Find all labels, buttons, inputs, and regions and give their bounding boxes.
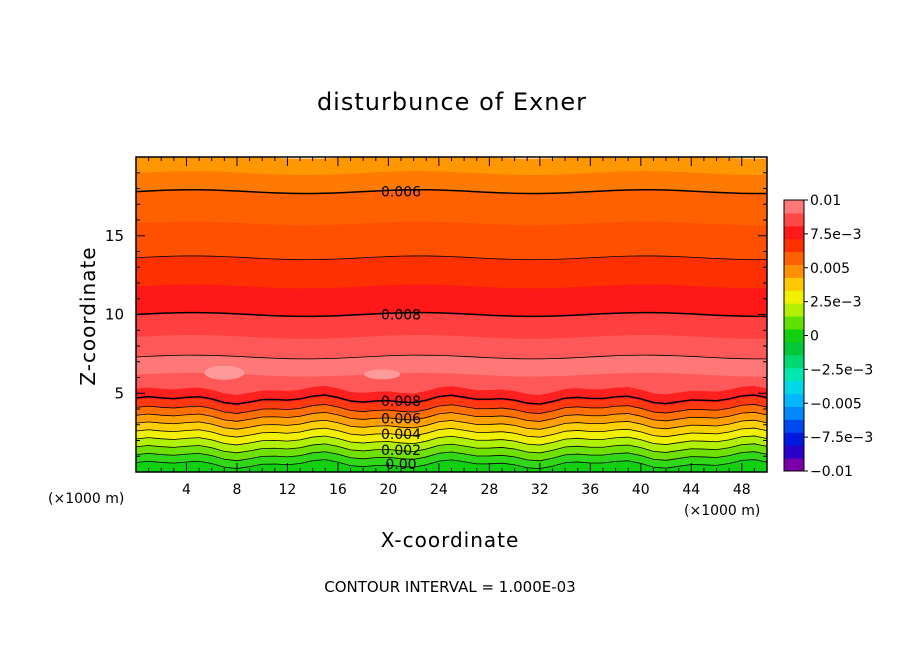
x-tick-label: 40 — [632, 482, 650, 498]
contour-band — [135, 312, 768, 339]
x-tick-label: 32 — [531, 482, 549, 498]
chart-title: disturbunce of Exner — [316, 88, 588, 116]
y-tick-label: 10 — [105, 306, 124, 324]
contour-line — [135, 255, 768, 261]
colorbar-swatch — [784, 380, 804, 395]
colorbar-swatch — [784, 212, 804, 227]
y-axis-label: Z-coordinate — [76, 246, 100, 386]
contour-band — [135, 189, 768, 226]
x-tick-label: 4 — [182, 482, 191, 498]
colorbar-tick-label: 2.5e−3 — [810, 295, 862, 311]
contour-line — [135, 435, 768, 446]
colorbar: 0.01 7.5e−3 0.005 2.5e−3 0 −2.5e−3 −0.005 −7.5e… — [783, 193, 873, 480]
x-tick-label: 8 — [232, 482, 241, 498]
y-tick-label: 15 — [105, 227, 124, 245]
contour-line — [135, 443, 768, 454]
colorbar-tick-label: −2.5e−3 — [810, 362, 873, 378]
contour-interval-note: CONTOUR INTERVAL = 1.000E-03 — [324, 578, 576, 596]
colorbar-swatch — [784, 225, 804, 240]
contour-label: 0.006 — [381, 411, 421, 427]
colorbar-swatch — [784, 329, 804, 343]
x-tick-label: 44 — [682, 482, 700, 498]
contour-lines — [135, 189, 768, 470]
x-tick-label: 16 — [329, 482, 347, 498]
colorbar-swatch — [784, 341, 804, 356]
colorbar-swatch — [784, 200, 804, 214]
contour-band — [135, 220, 768, 260]
contour-line — [135, 354, 768, 360]
contour-line — [135, 189, 768, 195]
colorbar-swatch — [784, 367, 804, 382]
colorbar-swatch — [784, 251, 804, 266]
contour-bands — [135, 156, 768, 473]
x-tick-label: 12 — [279, 482, 297, 498]
contour-label: 0.006 — [381, 185, 421, 201]
colorbar-swatch — [784, 290, 804, 304]
x-tick-label: 36 — [581, 482, 599, 498]
colorbar-swatch — [784, 419, 804, 433]
contour-line — [135, 459, 768, 470]
contour-line — [135, 311, 768, 318]
colorbar-swatch — [784, 406, 804, 420]
colorbar-tick-label: −0.005 — [810, 396, 862, 412]
y-axis-ticks: 5 10 15 — [105, 156, 767, 473]
colorbar-swatch — [784, 264, 804, 278]
colorbar-swatch — [784, 238, 804, 253]
colorbar-tick-label: 7.5e−3 — [810, 227, 862, 243]
contour-line — [135, 427, 768, 438]
colorbar-swatch — [784, 354, 804, 369]
contour-line — [135, 411, 768, 422]
contour-label: 0.008 — [381, 394, 421, 410]
colorbar-swatch — [784, 458, 804, 472]
colorbar-swatch — [784, 316, 804, 330]
x-tick-label: 28 — [480, 482, 498, 498]
x-tick-label: 24 — [430, 482, 448, 498]
colorbar-tick-label: 0.005 — [810, 261, 850, 277]
x-axis-label: X-coordinate — [380, 528, 520, 552]
x-axis-ticks: 4 8 12 16 20 24 28 32 36 40 44 48 — [135, 157, 768, 498]
contour-label: 0.002 — [381, 443, 421, 459]
contour-line — [135, 419, 768, 430]
y-tick-label: 5 — [114, 384, 124, 402]
colorbar-swatch — [784, 445, 804, 459]
contour-band — [204, 365, 245, 380]
contour-label: 0.00 — [385, 457, 416, 473]
colorbar-swatch — [784, 277, 804, 291]
contour-band — [135, 255, 768, 289]
colorbar-swatch — [784, 303, 804, 317]
contour-line — [135, 451, 768, 462]
x-unit-label: (×1000 m) — [684, 503, 761, 519]
contour-band — [135, 283, 768, 317]
colorbar-tick-label: 0 — [810, 329, 819, 345]
colorbar-tick-label: −7.5e−3 — [810, 430, 873, 446]
y-unit-label: (×1000 m) — [48, 491, 125, 507]
x-tick-label: 20 — [379, 482, 397, 498]
contour-band — [364, 369, 401, 380]
x-tick-label: 48 — [733, 482, 751, 498]
colorbar-tick-label: −0.01 — [810, 464, 853, 480]
contour-line — [135, 404, 768, 414]
contour-line — [135, 394, 768, 405]
contour-label: 0.004 — [381, 427, 421, 443]
colorbar-swatch — [784, 393, 804, 407]
colorbar-tick-label: 0.01 — [810, 193, 841, 209]
colorbar-swatch — [784, 432, 804, 446]
contour-label: 0.008 — [381, 308, 421, 324]
